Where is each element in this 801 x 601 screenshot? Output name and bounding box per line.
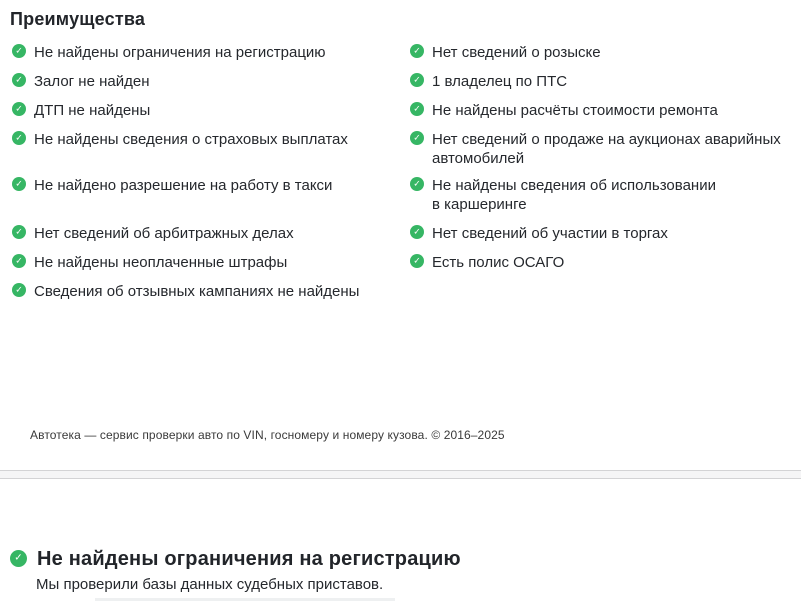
check-circle-icon: ✓ xyxy=(12,254,26,268)
check-glyph: ✓ xyxy=(15,178,23,188)
check-glyph: ✓ xyxy=(15,284,23,294)
check-circle-icon: ✓ xyxy=(410,102,424,116)
check-circle-icon: ✓ xyxy=(12,177,26,191)
check-glyph: ✓ xyxy=(413,255,421,265)
list-item: ✓ 1 владелец по ПТС xyxy=(410,72,567,91)
list-item: ✓ Залог не найден xyxy=(12,72,149,91)
check-circle-icon: ✓ xyxy=(410,177,424,191)
list-item: ✓ Сведения об отзывных кампаниях не найд… xyxy=(12,282,359,301)
list-item: ✓ Нет сведений об участии в торгах xyxy=(410,224,668,243)
check-glyph: ✓ xyxy=(413,45,421,55)
list-item: ✓ Нет сведений об арбитражных делах xyxy=(12,224,294,243)
check-glyph: ✓ xyxy=(413,74,421,84)
list-item: ✓ Не найдены расчёты стоимости ремонта xyxy=(410,101,718,120)
check-circle-icon: ✓ xyxy=(410,131,424,145)
detail-section-title: Не найдены ограничения на регистрацию xyxy=(37,548,461,570)
list-item: ✓ Есть полис ОСАГО xyxy=(410,253,564,272)
page-title: Преимущества xyxy=(10,9,146,29)
list-item: ✓ Не найдены сведения об использовании в… xyxy=(410,176,716,214)
check-circle-icon: ✓ xyxy=(12,73,26,87)
detail-section-description: Мы проверили базы данных судебных приста… xyxy=(36,576,384,593)
list-item-label: Нет сведений об участии в торгах xyxy=(432,225,668,242)
check-glyph: ✓ xyxy=(15,132,23,142)
list-item-label: Не найдены сведения о страховых выплатах xyxy=(34,131,348,148)
list-item-label: ДТП не найдены xyxy=(34,102,151,119)
check-circle-icon: ✓ xyxy=(12,102,26,116)
list-item-label: Есть полис ОСАГО xyxy=(432,254,565,271)
check-circle-icon: ✓ xyxy=(10,550,27,567)
check-glyph: ✓ xyxy=(413,103,421,113)
check-circle-icon: ✓ xyxy=(410,73,424,87)
check-glyph: ✓ xyxy=(15,45,23,55)
list-item: ✓ Нет сведений о розыске xyxy=(410,43,601,62)
list-item: ✓ Не найдены сведения о страховых выплат… xyxy=(12,130,348,149)
list-item-label: Не найдены расчёты стоимости ремонта xyxy=(432,102,718,119)
check-circle-icon: ✓ xyxy=(12,44,26,58)
list-item: ✓ ДТП не найдены xyxy=(12,101,150,120)
check-circle-icon: ✓ xyxy=(12,283,26,297)
check-glyph: ✓ xyxy=(413,132,421,142)
list-item-label: Нет сведений об арбитражных делах xyxy=(34,225,294,242)
check-glyph: ✓ xyxy=(15,226,23,236)
list-item-label: 1 владелец по ПТС xyxy=(432,73,568,90)
list-item-label: Сведения об отзывных кампаниях не найден… xyxy=(34,283,360,300)
list-item: ✓ Не найдены ограничения на регистрацию xyxy=(12,43,326,62)
check-glyph: ✓ xyxy=(413,178,421,188)
check-circle-icon: ✓ xyxy=(410,225,424,239)
list-item-label: Залог не найден xyxy=(34,73,150,90)
check-circle-icon: ✓ xyxy=(12,225,26,239)
list-item-label: Не найдено разрешение на работу в такси xyxy=(34,177,333,194)
check-glyph: ✓ xyxy=(15,74,23,84)
list-item-label: Нет сведений о продаже на аукционах авар… xyxy=(432,131,781,167)
list-item: ✓ Не найдены неоплаченные штрафы xyxy=(12,253,287,272)
check-glyph: ✓ xyxy=(15,103,23,113)
cutoff-next-section xyxy=(95,598,395,601)
list-item-label: Не найдены сведения об использовании в к… xyxy=(432,177,716,213)
list-item-label: Не найдены ограничения на регистрацию xyxy=(34,44,326,61)
check-circle-icon: ✓ xyxy=(410,44,424,58)
page-separator xyxy=(0,470,801,479)
list-item-label: Нет сведений о розыске xyxy=(432,44,601,61)
check-glyph: ✓ xyxy=(14,552,23,563)
check-circle-icon: ✓ xyxy=(410,254,424,268)
list-item-label: Не найдены неоплаченные штрафы xyxy=(34,254,288,271)
check-circle-icon: ✓ xyxy=(12,131,26,145)
check-glyph: ✓ xyxy=(15,255,23,265)
report-footer-text: Автотека — сервис проверки авто по VIN, … xyxy=(30,428,505,442)
list-item: ✓ Нет сведений о продаже на аукционах ав… xyxy=(410,130,781,168)
list-item: ✓ Не найдено разрешение на работу в такс… xyxy=(12,176,332,195)
check-glyph: ✓ xyxy=(413,226,421,236)
